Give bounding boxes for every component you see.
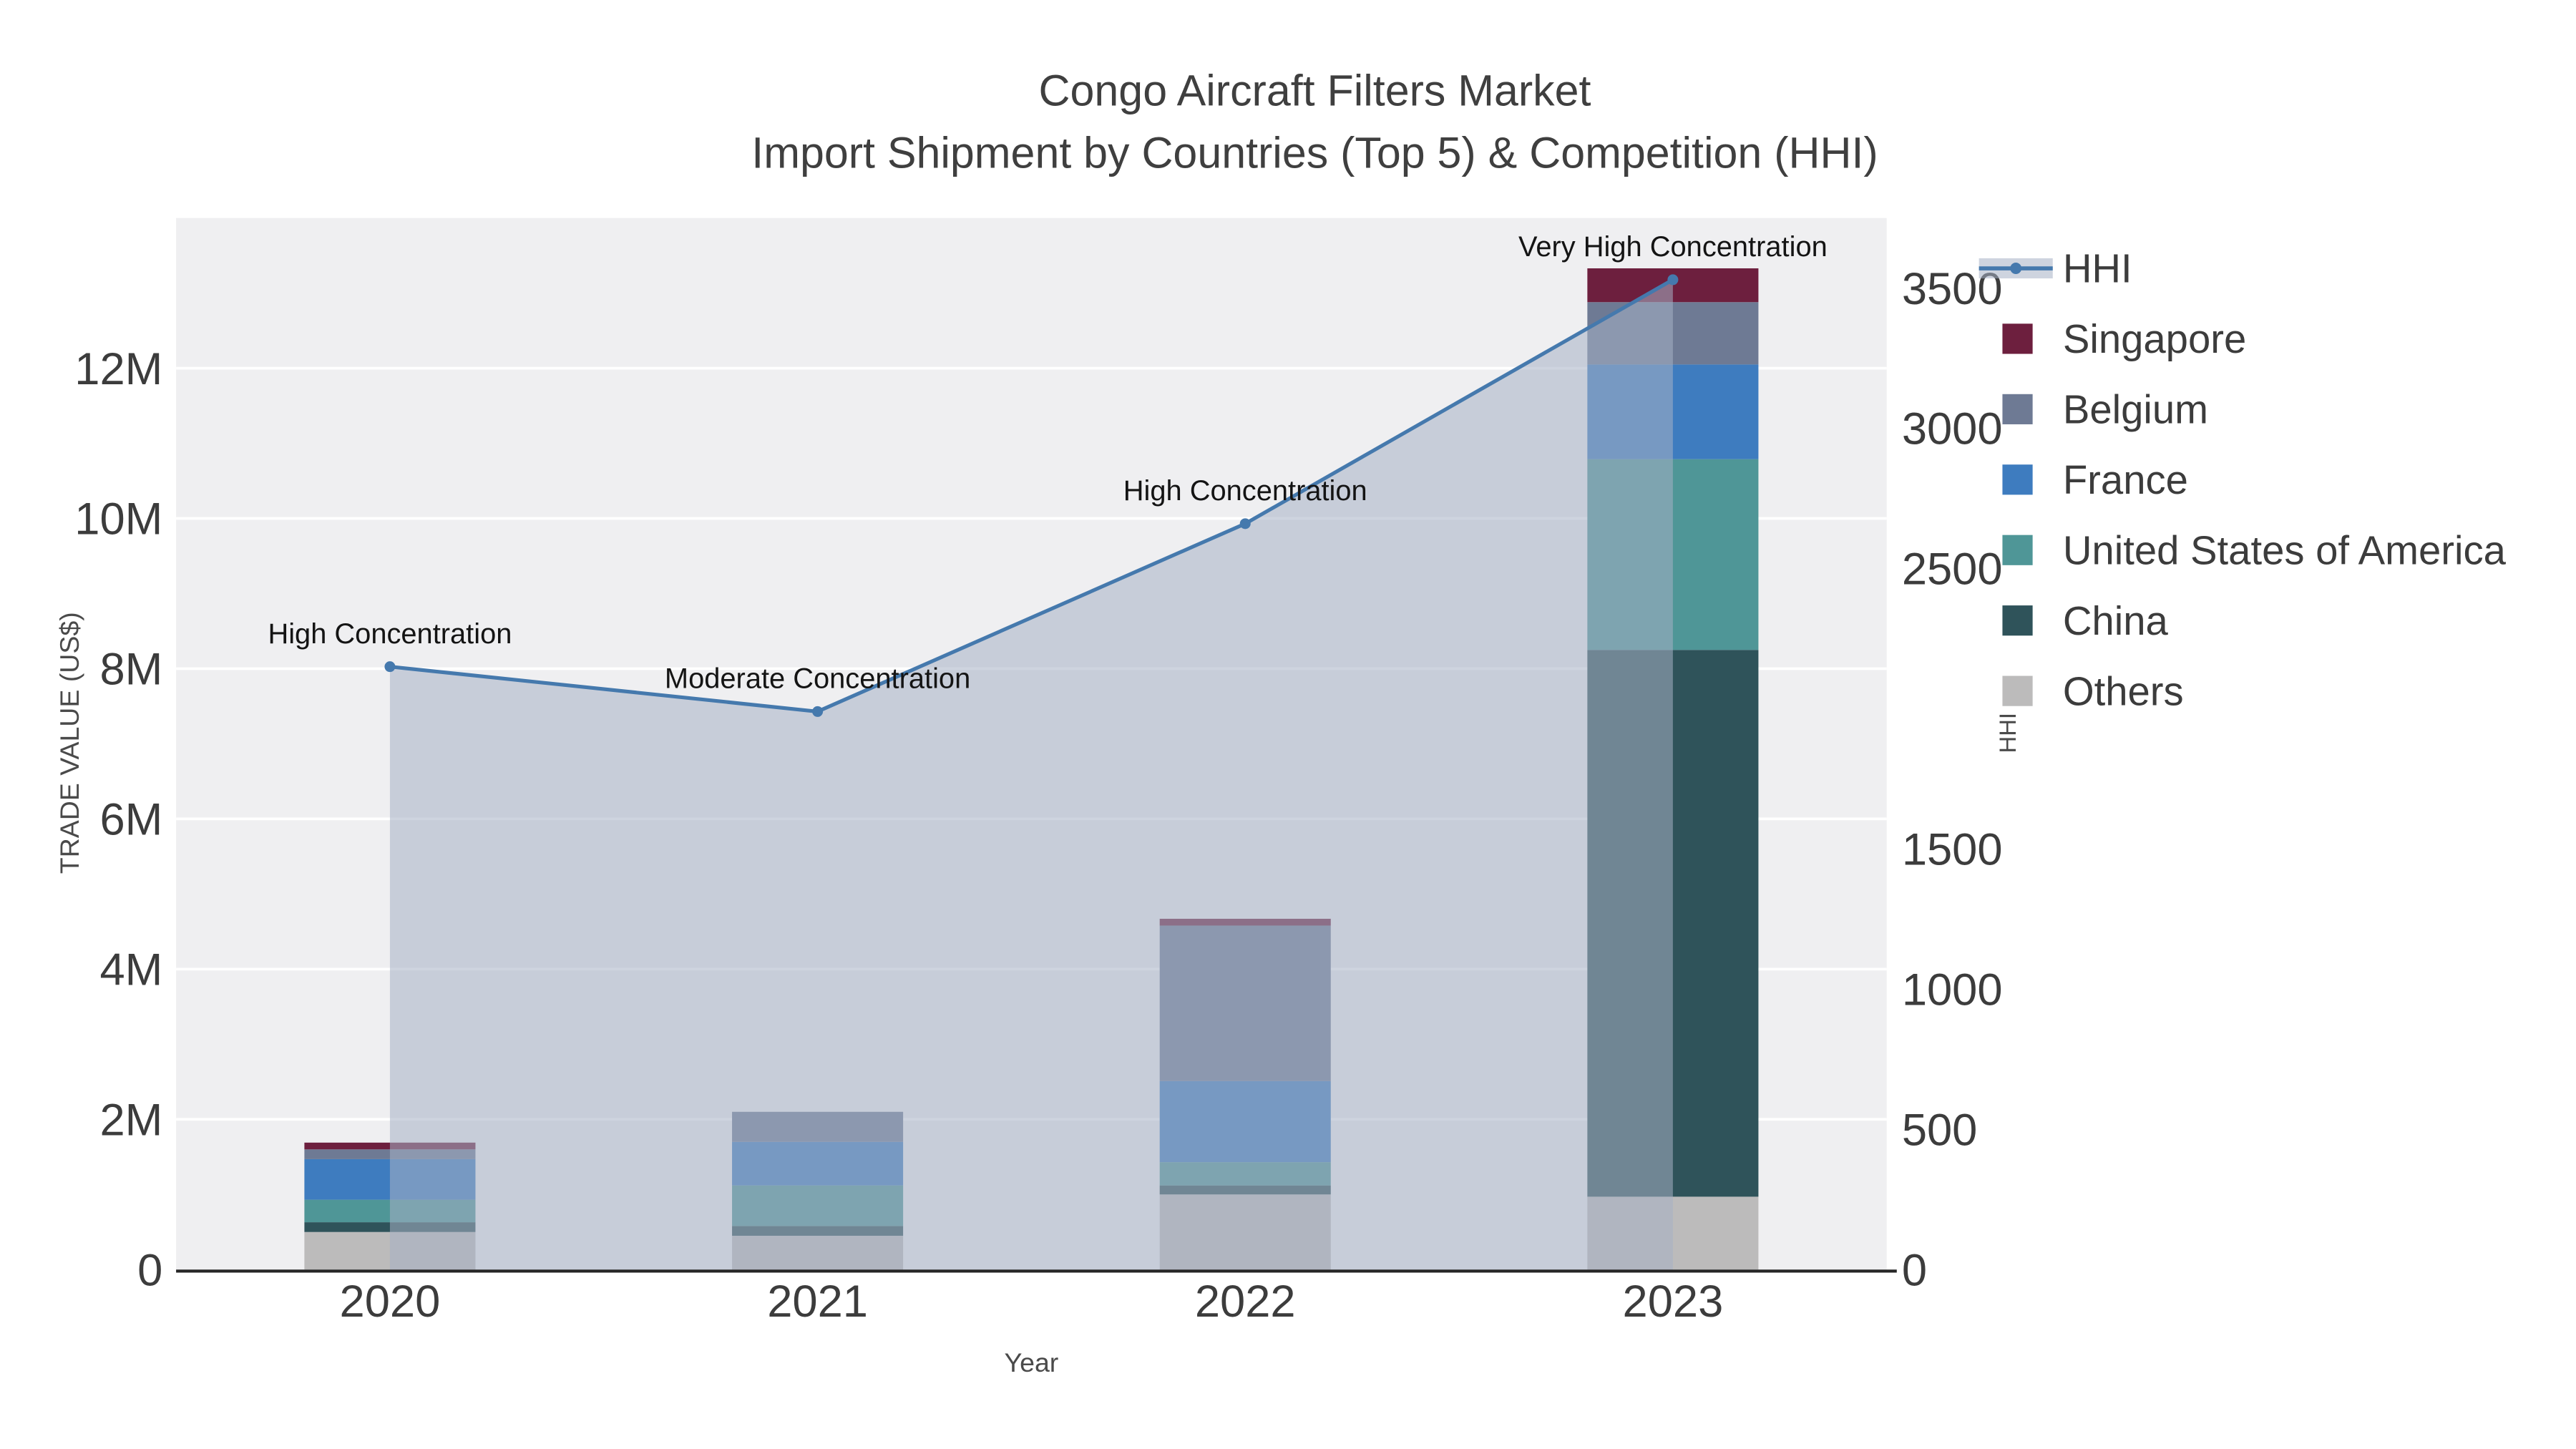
legend-item-others[interactable]: Others — [2002, 668, 2184, 713]
axes-layer: 02M4M6M8M10M12M0500100015002500300035002… — [74, 264, 2002, 1327]
annotation-2021: Moderate Concentration — [665, 663, 970, 695]
legend-label: United States of America — [2063, 527, 2507, 572]
legend-label: China — [2063, 598, 2169, 643]
legend-label: HHI — [2063, 246, 2132, 291]
y-right-tick-label: 1500 — [1902, 825, 2003, 875]
legend-item-france[interactable]: France — [2002, 457, 2188, 502]
legend-color-swatch — [2002, 394, 2033, 424]
hhi-marker-2022 — [1239, 518, 1251, 530]
legend-color-swatch — [2002, 464, 2033, 495]
legend-item-belgium[interactable]: Belgium — [2002, 387, 2208, 432]
y-right-tick-label: 1000 — [1902, 965, 2003, 1015]
hhi-line-layer — [384, 274, 1679, 1270]
legend: HHI Singapore Belgium France United States o… — [1979, 246, 2507, 713]
chart-subtitle: Import Shipment by Countries (Top 5) & C… — [751, 128, 1878, 177]
y-left-tick-label: 0 — [137, 1245, 162, 1295]
x-axis-title: Year — [1005, 1347, 1059, 1377]
y-right-tick-label: 3000 — [1902, 404, 2003, 454]
y-left-tick-label: 6M — [99, 795, 162, 845]
legend-color-swatch — [2002, 323, 2033, 354]
annotation-2020: High Concentration — [268, 618, 512, 650]
x-tick-label-2021: 2021 — [767, 1277, 868, 1327]
y-right-tick-label: 0 — [1902, 1245, 1927, 1295]
legend-color-swatch — [2002, 535, 2033, 565]
y-left-tick-label: 10M — [74, 494, 162, 545]
legend-item-hhi[interactable]: HHI — [1979, 246, 2132, 291]
legend-item-united-states-of-america[interactable]: United States of America — [2002, 527, 2507, 572]
hhi-line — [389, 278, 1674, 713]
y-right-tick-label: 2500 — [1902, 545, 2003, 595]
hhi-marker-2021 — [812, 706, 824, 717]
annotation-2022: High Concentration — [1123, 475, 1367, 507]
y-axis-right-title: HHI — [1994, 713, 2021, 753]
y-left-tick-label: 12M — [74, 344, 162, 394]
legend-color-swatch — [2002, 605, 2033, 636]
legend-color-swatch — [2002, 675, 2033, 706]
x-tick-label-2022: 2022 — [1195, 1277, 1296, 1327]
y-right-tick-label: 500 — [1902, 1105, 1978, 1155]
hhi-area-fill — [389, 279, 1673, 1270]
hhi-marker-2020 — [384, 661, 396, 673]
legend-item-china[interactable]: China — [2002, 598, 2168, 643]
y-left-tick-label: 2M — [99, 1095, 162, 1145]
legend-label: Others — [2063, 668, 2184, 713]
legend-item-singapore[interactable]: Singapore — [2002, 316, 2246, 361]
y-left-tick-label: 4M — [99, 945, 162, 995]
annotations-layer: High Concentration Moderate Concentration… — [268, 231, 1827, 694]
x-tick-label-2023: 2023 — [1623, 1277, 1724, 1327]
legend-label: Belgium — [2063, 387, 2208, 432]
legend-label: Singapore — [2063, 316, 2246, 361]
y-left-tick-label: 8M — [99, 645, 162, 695]
x-tick-label-2020: 2020 — [340, 1277, 441, 1327]
legend-marker-icon — [2010, 263, 2022, 274]
hhi-marker-2023 — [1667, 274, 1679, 286]
chart-title: Congo Aircraft Filters Market — [1039, 67, 1591, 115]
legend-label: France — [2063, 457, 2188, 502]
y-axis-left-title: TRADE VALUE (US$) — [54, 612, 84, 874]
annotation-2023: Very High Concentration — [1518, 231, 1828, 263]
